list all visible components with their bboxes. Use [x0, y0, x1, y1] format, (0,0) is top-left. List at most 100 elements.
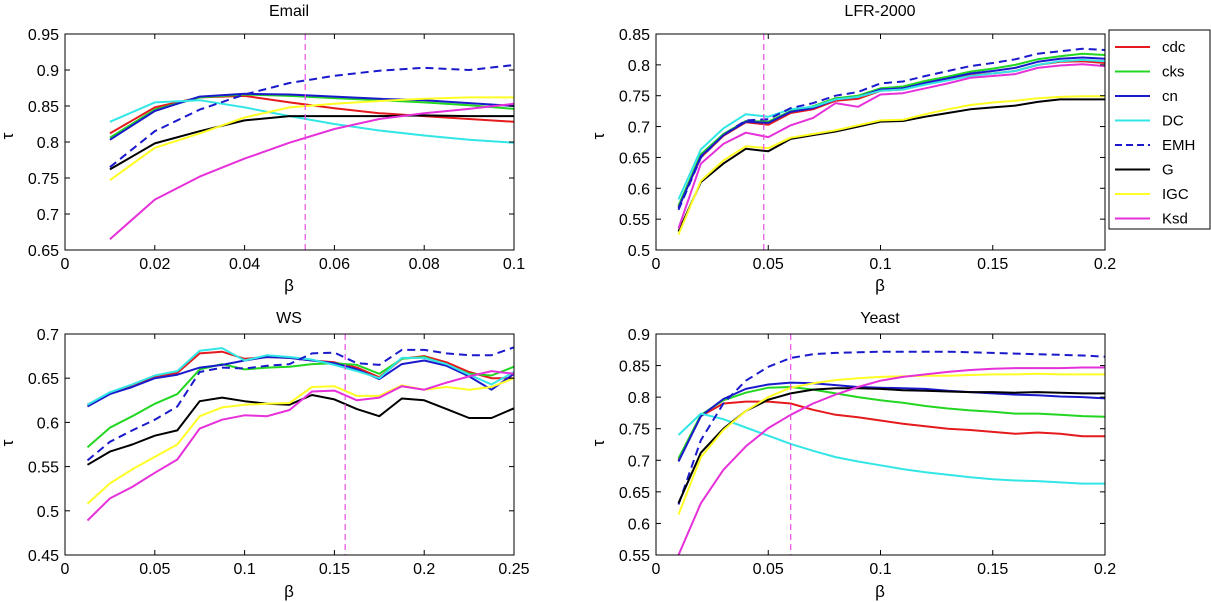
y-axis-label: τ	[0, 439, 17, 446]
series-line-ksd	[109, 102, 514, 240]
legend-label: IGC	[1162, 186, 1189, 203]
legend-label: EMH	[1162, 137, 1195, 154]
y-tick-label: 0.65	[619, 485, 650, 502]
series-line-ksd	[86, 370, 514, 522]
panel-email: Email β τ 0 0.02 0.04 0.06 0.08 0.1 0.65 0.7 0.7…	[0, 3, 525, 295]
y-axis-label: τ	[589, 132, 608, 139]
series-line-emh	[677, 350, 1105, 505]
y-tick-label: 0.8	[628, 58, 650, 75]
x-tick-label: 0.05	[139, 561, 170, 578]
legend: cdc cks cn DC EMH G IGC Ksd	[1108, 29, 1211, 230]
y-tick-label: 0.7	[628, 120, 650, 137]
x-tick-label: 0.15	[977, 561, 1008, 578]
y-axis-label: τ	[589, 439, 608, 446]
chart-title: Yeast	[860, 310, 900, 327]
x-axis-label: β	[875, 582, 885, 601]
series-line-g	[677, 98, 1105, 232]
legend-item-cks: cks	[1115, 64, 1185, 81]
x-tick-label: 0.1	[869, 561, 891, 578]
series-line-dc	[677, 412, 1105, 485]
series-line-cdc	[677, 400, 1105, 461]
y-tick-label: 0.55	[619, 212, 650, 229]
x-tick-label: 0.2	[1094, 561, 1116, 578]
legend-label: cn	[1162, 88, 1178, 105]
y-tick-label: 0.9	[628, 327, 650, 344]
y-axis-label: τ	[0, 132, 17, 139]
legend-label: Ksd	[1162, 211, 1188, 228]
x-tick-label: 0.1	[503, 256, 525, 273]
x-tick-label: 0.1	[869, 256, 891, 273]
y-tick-label: 0.85	[619, 27, 650, 44]
x-tick-label: 0.05	[753, 256, 784, 273]
y-tick-label: 0.85	[619, 359, 650, 376]
legend-item-dc: DC	[1115, 113, 1184, 130]
axes-frame	[64, 333, 515, 556]
series-line-dc	[677, 58, 1105, 200]
y-tick-label: 0.5	[628, 243, 650, 260]
y-tick-label: 0.85	[28, 99, 59, 116]
legend-item-igc: IGC	[1115, 186, 1189, 203]
series-line-g	[109, 114, 514, 171]
series-line-emh	[677, 47, 1105, 211]
legend-label: cks	[1162, 64, 1185, 81]
y-tick-label: 0.6	[628, 516, 650, 533]
series-line-cn	[109, 92, 514, 141]
chart-title: WS	[276, 310, 302, 327]
series-line-ksd	[677, 366, 1105, 555]
x-axis-label: β	[284, 582, 294, 601]
y-tick-label: 0.7	[628, 453, 650, 470]
series-line-igc	[677, 372, 1105, 515]
y-tick-label: 0.75	[28, 171, 59, 188]
x-tick-label: 0.04	[229, 256, 260, 273]
x-tick-label: 0.06	[319, 256, 350, 273]
y-tick-label: 0.75	[619, 89, 650, 106]
x-tick-label: 0.05	[753, 561, 784, 578]
y-tick-label: 0.65	[619, 150, 650, 167]
series-line-cn	[677, 56, 1105, 209]
legend-item-g: G	[1115, 162, 1174, 179]
panel-lfr-2000: LFR-2000 β τ 0 0.05 0.1 0.15 0.2 0.5 0.55 0.6 0.…	[589, 3, 1116, 295]
x-tick-label: 0.1	[233, 561, 255, 578]
legend-item-ksd: Ksd	[1115, 211, 1188, 228]
series-line-ksd	[677, 63, 1105, 229]
y-tick-label: 0.65	[28, 371, 59, 388]
series-line-cn	[677, 381, 1105, 462]
legend-item-cn: cn	[1115, 88, 1178, 105]
x-tick-label: 0	[61, 561, 70, 578]
legend-item-cdc: cdc	[1115, 39, 1186, 56]
series-line-dc	[109, 99, 514, 144]
plot-area	[677, 334, 1105, 555]
legend-label: cdc	[1162, 39, 1186, 56]
y-tick-label: 0.65	[28, 243, 59, 260]
x-tick-label: 0.2	[413, 561, 435, 578]
y-tick-label: 0.6	[628, 181, 650, 198]
series-line-emh	[86, 346, 514, 462]
y-tick-label: 0.6	[37, 415, 59, 432]
x-tick-label: 0.2	[1094, 256, 1116, 273]
legend-label: G	[1162, 162, 1174, 179]
series-line-igc	[86, 377, 514, 505]
legend-label: DC	[1162, 113, 1184, 130]
y-tick-label: 0.5	[37, 504, 59, 521]
y-tick-label: 0.7	[37, 327, 59, 344]
x-tick-label: 0	[61, 256, 70, 273]
y-tick-label: 0.45	[28, 548, 59, 565]
x-tick-label: 0	[652, 256, 661, 273]
legend-item-emh: EMH	[1115, 137, 1195, 154]
series-line-cks	[677, 386, 1105, 459]
x-tick-label: 0.15	[319, 561, 350, 578]
chart-title: LFR-2000	[844, 3, 915, 20]
x-tick-label: 0.08	[409, 256, 440, 273]
y-tick-label: 0.7	[37, 207, 59, 224]
y-tick-label: 0.55	[28, 460, 59, 477]
legend-box	[1108, 29, 1211, 230]
series-line-emh	[109, 64, 514, 168]
plot-area	[86, 334, 514, 555]
y-tick-label: 0.95	[28, 27, 59, 44]
y-tick-label: 0.8	[37, 135, 59, 152]
x-tick-label: 0.25	[498, 561, 529, 578]
chart-title: Email	[269, 3, 309, 20]
panel-yeast: Yeast β τ 0 0.05 0.1 0.15 0.2 0.55 0.6 0.65 0.7 0…	[589, 310, 1116, 601]
